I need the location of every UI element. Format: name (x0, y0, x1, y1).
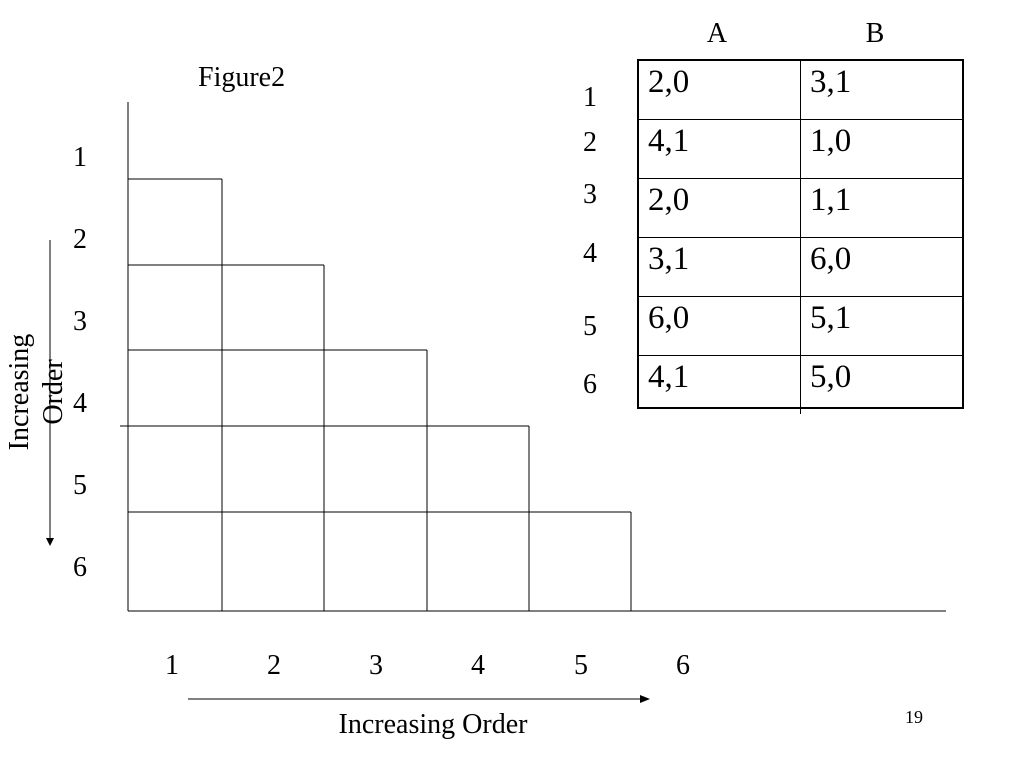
payoff-table-grid: 2,0 3,1 4,1 1,0 2,0 1,1 3,1 6,0 6,0 5,1 … (639, 61, 962, 414)
table-cell: 4,1 (639, 119, 801, 179)
table-cell: 2,0 (639, 178, 801, 238)
table-row: 3,1 6,0 (639, 237, 962, 297)
column-number-3: 3 (369, 650, 383, 681)
table-row-header-5: 5 (583, 311, 597, 342)
figure-title: Figure2 (198, 62, 286, 93)
table-row: 2,0 1,1 (639, 178, 962, 238)
table-cell: 5,0 (800, 355, 962, 414)
table-cell: 3,1 (639, 237, 801, 297)
row-number-2: 2 (73, 224, 87, 255)
table-row-header-3: 3 (583, 179, 597, 210)
table-row-header-1: 1 (583, 82, 597, 113)
table-cell: 6,0 (800, 237, 962, 297)
column-number-1: 1 (165, 650, 179, 681)
row-number-4: 4 (73, 388, 87, 419)
table-cell: 1,0 (800, 119, 962, 179)
table-column-header-b: B (865, 18, 885, 49)
table-row: 2,0 3,1 (639, 61, 962, 120)
page-number: 19 (905, 707, 923, 727)
y-axis-label: Increasing Order (4, 333, 69, 451)
row-number-3: 3 (73, 306, 87, 337)
table-cell: 1,1 (800, 178, 962, 238)
y-arrow-head (46, 538, 54, 546)
column-number-4: 4 (471, 650, 485, 681)
table-row: 4,1 1,0 (639, 119, 962, 179)
row-number-1: 1 (73, 142, 87, 173)
row-number-5: 5 (73, 470, 87, 501)
column-number-2: 2 (267, 650, 281, 681)
table-row-header-4: 4 (583, 238, 597, 269)
x-axis-label: Increasing Order (338, 709, 528, 740)
table-column-header-a: A (706, 18, 728, 49)
payoff-table: 2,0 3,1 4,1 1,0 2,0 1,1 3,1 6,0 6,0 5,1 … (637, 59, 964, 414)
table-cell: 6,0 (639, 296, 801, 356)
column-number-5: 5 (574, 650, 588, 681)
table-row: 6,0 5,1 (639, 296, 962, 356)
table-cell: 5,1 (800, 296, 962, 356)
table-cell: 2,0 (639, 61, 801, 120)
table-row: 4,1 5,0 (639, 355, 962, 414)
x-arrow-head (640, 695, 650, 703)
column-number-6: 6 (676, 650, 690, 681)
table-cell: 3,1 (800, 61, 962, 120)
table-row-header-2: 2 (583, 127, 597, 158)
row-number-6: 6 (73, 552, 87, 583)
table-cell: 4,1 (639, 355, 801, 414)
table-row-header-6: 6 (583, 369, 597, 400)
